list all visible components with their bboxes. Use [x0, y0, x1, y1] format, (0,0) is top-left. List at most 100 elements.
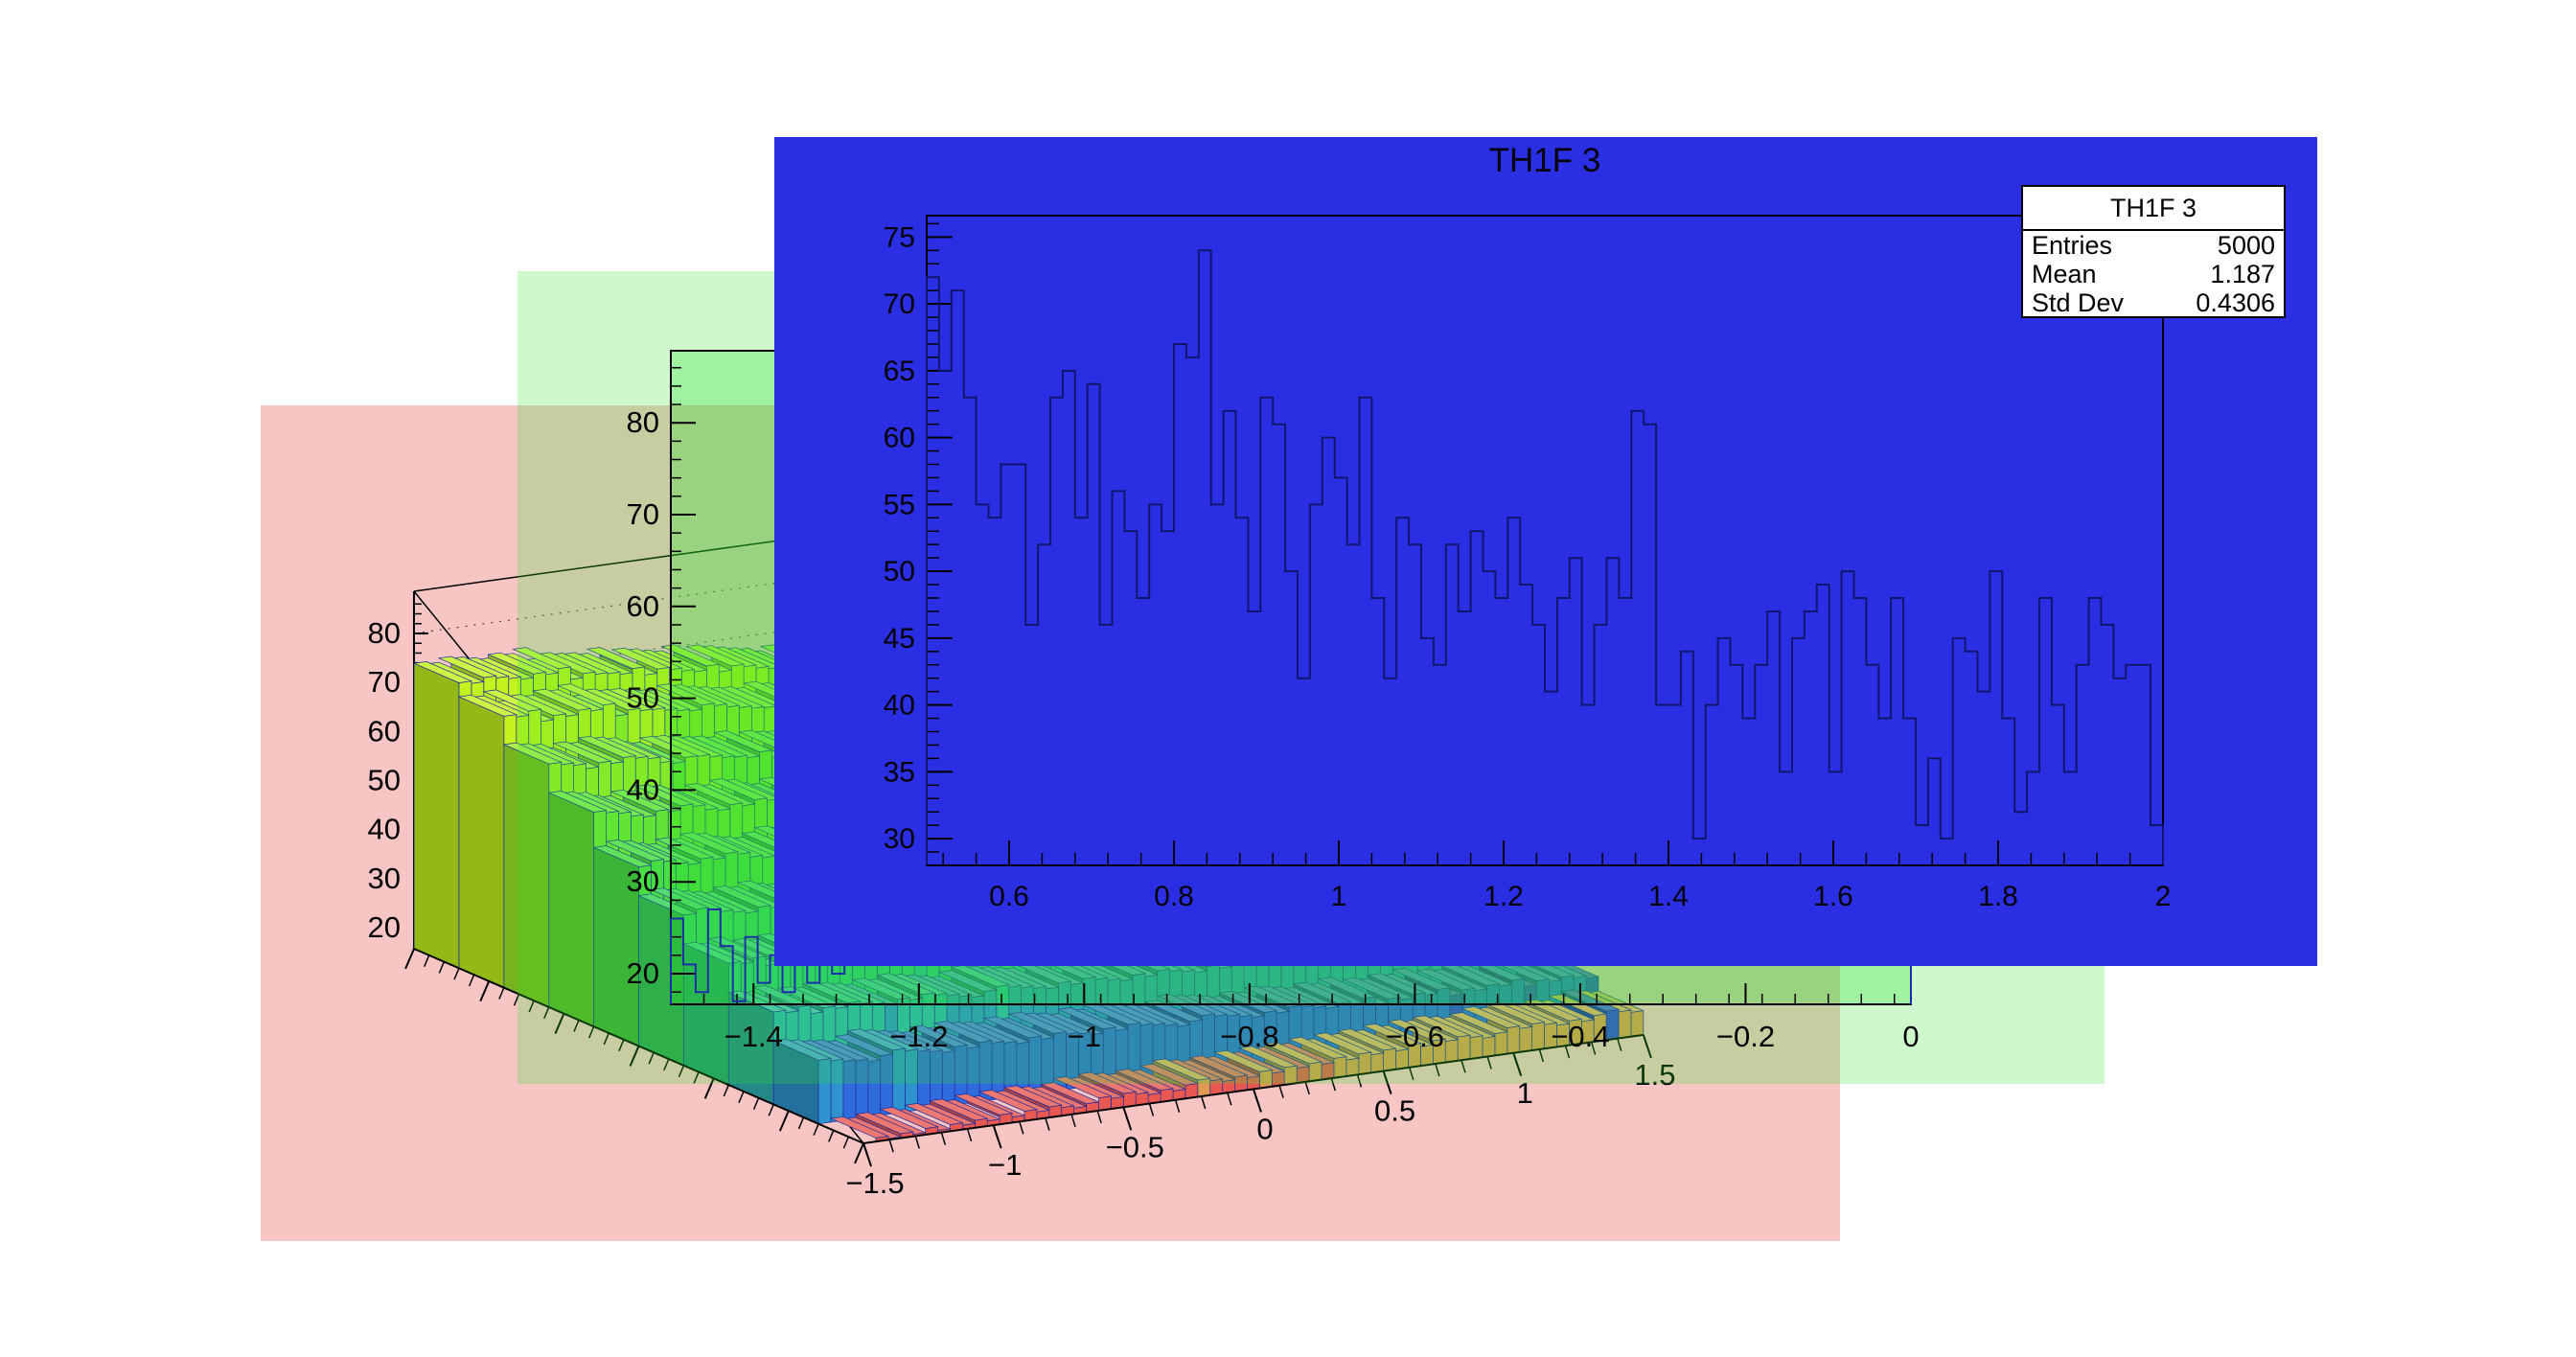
blue-y-tick-label: 60	[884, 423, 915, 454]
axis-line	[723, 1084, 730, 1097]
lego-bar-face	[412, 661, 473, 683]
axis-line	[1304, 1081, 1310, 1095]
blue-histogram[interactable]: 30 35 40 45 50 55 60 65 70 75 0.6 0.8 1 1.2 1.4 1.6 1.8 2	[884, 215, 2172, 912]
blue-y-tick-label: 40	[884, 690, 915, 722]
green-x-tick-label: −1.2	[889, 1020, 948, 1053]
lego-bar-face	[1262, 1042, 1323, 1065]
green-y-tick-label: 50	[627, 681, 659, 715]
blue-y-tick-label: 55	[884, 489, 915, 520]
lego-bar-face	[1485, 1002, 1546, 1024]
axis-line	[738, 1091, 745, 1104]
lego-bar-face	[1077, 1071, 1138, 1094]
lego-bar-face	[1143, 1000, 1204, 1023]
axis-line	[1590, 1042, 1597, 1055]
axis-line	[1512, 1052, 1523, 1077]
lego-bar-face	[1114, 1069, 1175, 1092]
blue-y-tick-label: 35	[884, 756, 915, 788]
blue-y-tick-label: 30	[884, 823, 915, 855]
axis-line	[1019, 1121, 1024, 1135]
lego-bar-face	[1287, 1036, 1348, 1059]
lego-x-tick-label: 1	[1517, 1076, 1533, 1110]
lego-bar-face	[457, 694, 518, 717]
lego-bar-face	[937, 970, 999, 993]
axis-line	[1486, 1056, 1492, 1070]
blue-x-tick-label: 1.4	[1648, 881, 1689, 912]
lego-x-tick-label: 1.5	[1634, 1058, 1675, 1092]
lego-bar-face	[682, 941, 743, 964]
lego-bar-face	[1448, 1012, 1509, 1034]
green-y-tick-label: 80	[627, 405, 659, 439]
blue-x-tick-label: 2	[2155, 881, 2172, 912]
green-x-tick-label: −1.4	[724, 1020, 783, 1053]
green-x-tick-label: −0.8	[1220, 1020, 1278, 1053]
axis-line	[862, 1142, 872, 1167]
lego-bar-face	[532, 688, 592, 711]
lego-bar-face	[1391, 967, 1452, 990]
axis-line	[1122, 1106, 1133, 1131]
lego-bar-face	[1317, 977, 1377, 1000]
lego-bar-face	[678, 832, 740, 855]
axis-line	[453, 967, 460, 980]
axis-line	[648, 1051, 655, 1065]
lego-bar-face	[1213, 1049, 1274, 1072]
blue-y-tick-label: 75	[884, 221, 915, 253]
blue-y-tick-label: 45	[884, 623, 915, 655]
axis-line	[1200, 1095, 1207, 1110]
lego-bar-face	[876, 973, 936, 996]
axis-line	[940, 1132, 947, 1145]
lego-bar-face	[771, 1038, 833, 1061]
lego-x-tick-label: 0.5	[1374, 1094, 1415, 1128]
axis-line	[1382, 1070, 1392, 1094]
lego-bar-face	[638, 735, 700, 758]
lego-bar-face	[854, 1112, 914, 1135]
axis-line	[888, 1139, 894, 1153]
blue-x-tick-label: 0.8	[1154, 881, 1194, 912]
axis-line	[629, 1046, 640, 1067]
axis-line	[413, 524, 1193, 634]
axis-line	[1096, 1110, 1102, 1124]
axis-line	[1356, 1074, 1363, 1088]
lego-bar-face	[711, 886, 772, 908]
lego-bar-face	[413, 662, 460, 969]
axis-line	[1253, 1089, 1262, 1113]
lego-bar-face	[552, 741, 612, 764]
green-x-tick-label: −1	[1068, 1020, 1101, 1053]
stats-box[interactable]: TH1F 3 Entries 5000 Mean 1.187 Std Dev 0…	[2021, 185, 2286, 318]
lego-bar-face	[557, 683, 617, 706]
axis-line	[1564, 1045, 1571, 1059]
green-y-tick-label: 70	[627, 497, 659, 531]
lego-x-tick-label: −1.5	[845, 1166, 904, 1200]
stats-label: Mean	[2032, 260, 2097, 288]
stats-label: Std Dev	[2032, 288, 2125, 317]
stats-row-entries: Entries 5000	[2023, 231, 2284, 260]
lego-bar-face	[1040, 1082, 1100, 1105]
green-y-tick-label: 40	[627, 772, 659, 806]
lego-bar-face	[1188, 1055, 1249, 1078]
lego-bar-face	[1007, 1011, 1068, 1034]
blue-histogram-line[interactable]	[926, 249, 2164, 865]
lego-z-tick-label: 30	[368, 862, 401, 895]
axis-line	[543, 1006, 550, 1020]
lego-bar-face	[953, 1093, 1014, 1116]
lego-x-tick-label: −1	[988, 1148, 1022, 1182]
lego-bar-face	[879, 1107, 939, 1129]
lego-bar-face	[633, 784, 695, 807]
axis-line	[424, 954, 430, 967]
lego-bar-face	[1052, 1076, 1113, 1098]
lego-bar-face	[1151, 1058, 1211, 1081]
lego-bar-face	[685, 644, 746, 667]
axis-line	[1617, 1038, 1622, 1051]
lego-bar-face	[1411, 1015, 1472, 1038]
axis-line	[587, 1025, 595, 1039]
stats-value: 1.187	[2210, 260, 2275, 288]
green-x-tick-label: −0.2	[1716, 1020, 1775, 1053]
blue-x-tick-label: 1.8	[1978, 881, 2018, 912]
axis-line	[404, 948, 416, 970]
lego-bar-face	[751, 985, 813, 1007]
lego-bar-face	[650, 887, 710, 910]
lego-z-tick-label: 70	[368, 665, 401, 699]
axis-line	[1174, 1099, 1181, 1113]
axis-line	[438, 961, 446, 974]
lego-bar-face	[482, 689, 542, 712]
